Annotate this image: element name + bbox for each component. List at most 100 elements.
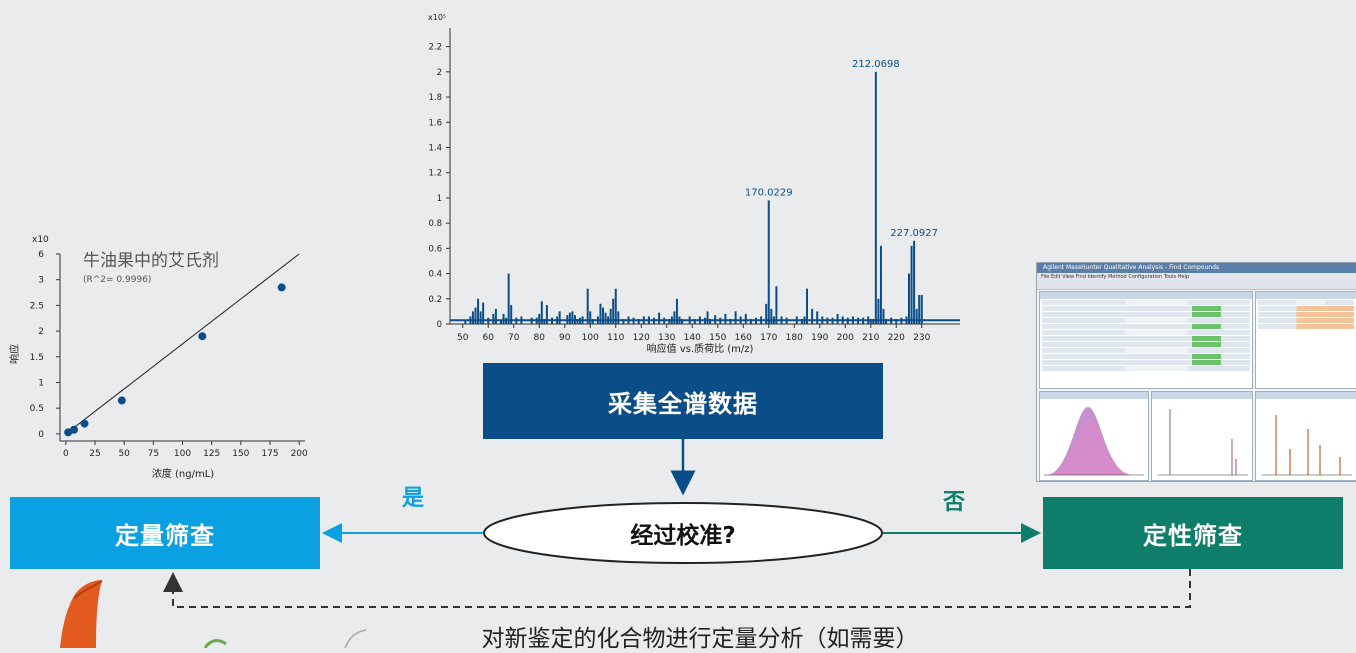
spectrum-peak: [831, 317, 834, 324]
spectrum-peak: [617, 311, 620, 324]
chromatogram-peak: [1044, 407, 1144, 476]
calibration-x-tick-label: 0: [63, 449, 69, 459]
spectrum-peak: [670, 316, 673, 324]
spectrum-peak: [622, 318, 625, 324]
spectrum-peak: [872, 318, 875, 324]
spectrum-peak: [862, 317, 865, 324]
calibration-subtitle: (R^2= 0.9996): [83, 275, 151, 285]
herb-illustration: [203, 629, 367, 648]
spectrum-peak: [693, 318, 696, 324]
spectrum-x-tick-label: 140: [684, 333, 701, 343]
spectrum-peak: [729, 318, 732, 324]
spectrum-peak: [581, 316, 584, 324]
yes-label: 是: [402, 486, 425, 511]
spectrum-x-tick-label: 60: [483, 333, 495, 343]
spectrum-peak: [571, 311, 574, 324]
spectrum-peak: [469, 316, 472, 324]
spectrum-peak: [890, 317, 893, 324]
software-table-panel: [1039, 291, 1253, 389]
spectrum-peak: [535, 317, 538, 324]
software-spectrum-panel-1: [1151, 391, 1253, 481]
spectrum-peak: [632, 317, 635, 324]
spectrum-peak: [558, 311, 561, 324]
spectrum-peak-annotation: 212.0698: [852, 59, 900, 70]
spectrum-peak: [545, 305, 548, 324]
spectrum-peak: [477, 298, 480, 324]
spectrum-peak: [579, 317, 582, 324]
spectrum-peak: [604, 312, 607, 324]
spectrum-y-tick-label: 1.6: [428, 118, 442, 128]
spectrum-peak: [841, 316, 844, 324]
spectrum-peak: [487, 317, 490, 324]
spectrum-peak: [869, 318, 872, 324]
small-spectrum-1: [1158, 409, 1248, 476]
spectrum-peak: [688, 316, 691, 324]
spectrum-peak: [520, 316, 523, 324]
spectrum-peak: [874, 71, 877, 325]
spectrum-peak: [913, 240, 916, 324]
spectrum-peak: [678, 316, 681, 324]
spectrum-peak-annotation: 170.0229: [745, 187, 793, 198]
spectrum-peak: [492, 313, 495, 324]
spectrum-peak: [908, 273, 910, 324]
spectrum-peak: [596, 316, 599, 324]
spectrum-peak: [482, 302, 485, 324]
spectrum-peak: [586, 288, 589, 324]
spectrum-peak: [609, 308, 612, 324]
calibration-point: [80, 419, 89, 428]
spectrum-x-tick-label: 100: [582, 333, 599, 343]
spectrum-peak: [607, 316, 610, 324]
calibration-y-label: 响应: [8, 344, 21, 364]
software-identification-panel: [1255, 291, 1356, 389]
spectrum-x-tick-label: 170: [760, 333, 777, 343]
spectrum-y-tick-label: 0.2: [428, 295, 442, 305]
spectrum-peak: [714, 315, 717, 324]
spectrum-y-tick-label: 1.8: [428, 93, 442, 103]
spectrum-peak: [803, 316, 806, 324]
spectrum-peak: [857, 317, 859, 324]
spectrum-peak: [739, 316, 742, 324]
spectrum-peak: [589, 311, 592, 324]
spectrum-peak: [910, 245, 913, 324]
spectrum-peak: [494, 308, 497, 324]
spectrum-peak: [515, 317, 518, 324]
calibration-fit-line: [65, 253, 300, 435]
spectrum-x-tick-label: 70: [508, 333, 520, 343]
calibration-y-tick-label: 2: [38, 327, 44, 337]
spectrum-peak: [772, 316, 775, 324]
spectrum-peak: [879, 245, 882, 324]
spectrum-peak: [474, 307, 477, 324]
calibration-x-tick-label: 150: [232, 449, 249, 459]
spectrum-x-tick-label: 50: [457, 333, 469, 343]
spectrum-peak: [551, 317, 553, 324]
spectrum-peak: [505, 317, 508, 324]
spectrum-peak: [698, 316, 701, 324]
spectrum-peak: [882, 308, 885, 324]
spectrum-peak: [811, 308, 814, 324]
spectrum-x-tick-label: 230: [913, 333, 930, 343]
spectrum-peak: [566, 315, 569, 324]
spectrum-peak: [573, 315, 576, 324]
dashed-feedback-path: [163, 569, 1191, 608]
spectrum-x-tick-label: 130: [658, 333, 675, 343]
spectrum-peak: [760, 316, 763, 324]
spectrum-peak: [602, 307, 604, 324]
spectrum-peak: [851, 316, 854, 324]
spectrum-peak: [785, 317, 788, 324]
calibration-y-tick-label: 0.5: [30, 404, 44, 414]
spectrum-peak: [576, 318, 579, 324]
spectrum-peak: [915, 308, 918, 324]
spectrum-peak: [719, 317, 722, 324]
spectrum-peak: [744, 313, 747, 324]
spectrum-peak: [734, 311, 737, 324]
mass-spectrum-chart: 0 0.2 0.4 0.6 0.8 1 1.2 1.4 1.6 1.8 2 2.2 50 60 70 80 90…: [428, 13, 960, 355]
calibration-x-label: 浓度 (ng/mL): [152, 467, 214, 480]
calibration-point: [277, 283, 286, 292]
spectrum-peak: [900, 317, 903, 324]
spectrum-peak: [749, 318, 752, 324]
spectrum-y-tick-label: 0.6: [428, 244, 442, 254]
spectrum-peak: [775, 286, 778, 324]
calibration-x-tick-label: 25: [89, 449, 100, 459]
calibration-x-tick-label: 175: [261, 449, 278, 459]
